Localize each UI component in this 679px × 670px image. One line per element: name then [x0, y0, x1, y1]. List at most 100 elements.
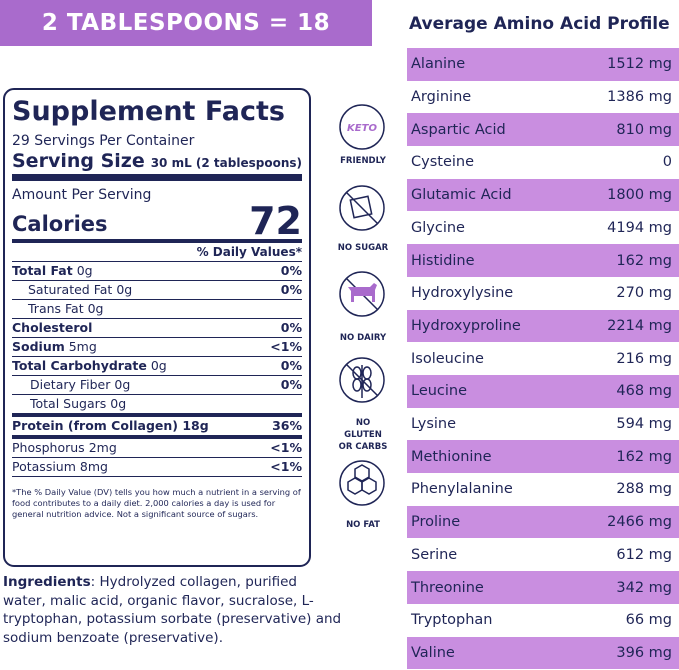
amino-name: Isoleucine: [411, 350, 484, 367]
amino-name: Glycine: [411, 219, 465, 236]
amino-amount: 66 mg: [625, 612, 672, 629]
fact-left: Sodium 5mg: [12, 338, 97, 356]
fact-label: Total Fat: [12, 263, 73, 278]
dv-header: % Daily Values*: [12, 243, 302, 262]
fact-amount: 0g: [116, 282, 133, 297]
fact-amount: 8mg: [79, 459, 108, 474]
amino-title: Average Amino Acid Profile: [409, 14, 670, 34]
fact-left: Saturated Fat 0g: [12, 281, 132, 299]
amino-name: Histidine: [411, 252, 475, 269]
amino-amount: 468 mg: [616, 383, 672, 400]
ingredients: Ingredients: Hydrolyzed collagen, purifi…: [3, 573, 343, 647]
amino-amount: 162 mg: [616, 252, 672, 269]
fact-left: Protein (from Collagen) 18g: [12, 417, 209, 435]
amino-name: Leucine: [411, 383, 468, 400]
amino-row: Valine 396 mg: [407, 636, 679, 670]
amino-row: Lysine 594 mg: [407, 408, 679, 441]
badge-label: NO SUGAR: [337, 243, 389, 253]
fact-row: Phosphorus 2mg <1%: [12, 439, 302, 458]
amino-name: Phenylalanine: [411, 481, 513, 498]
fact-label: Cholesterol: [12, 320, 93, 335]
banner: 2 TABLESPOONS = 18 GRAMS: [0, 0, 372, 82]
amino-row: Hydroxylysine 270 mg: [407, 277, 679, 310]
fact-row: Saturated Fat 0g 0%: [12, 281, 302, 300]
amino-amount: 2466 mg: [607, 514, 672, 531]
amino-amount: 4194 mg: [607, 219, 672, 236]
fact-dv: <1%: [270, 440, 302, 455]
fact-label: Saturated Fat: [28, 282, 113, 297]
fact-dv: 0%: [280, 282, 302, 297]
amino-row: Glycine 4194 mg: [407, 212, 679, 245]
serving-size-label: Serving Size: [12, 150, 145, 172]
amino-row: Hydroxyproline 2214 mg: [407, 309, 679, 343]
amino-name: Alanine: [411, 56, 466, 73]
fact-label: Potassium: [12, 459, 76, 474]
amino-amount: 1512 mg: [607, 56, 672, 73]
amino-row: Serine 612 mg: [407, 539, 679, 572]
amino-name: Hydroxylysine: [411, 285, 514, 302]
amino-name: Serine: [411, 546, 458, 563]
amino-row: Cysteine 0: [407, 146, 679, 179]
fact-left: Total Sugars 0g: [12, 395, 126, 413]
fact-dv: 0%: [280, 377, 302, 392]
fact-left: Total Carbohydrate 0g: [12, 357, 167, 375]
badge-icons: KETO: [339, 104, 385, 506]
fact-amount: 0g: [150, 358, 167, 373]
amino-name: Valine: [411, 644, 455, 661]
fact-left: Total Fat 0g: [12, 262, 93, 280]
fact-rows: Total Fat 0g 0% Saturated Fat 0g 0% Trans Fa…: [12, 262, 302, 477]
amino-amount: 810 mg: [616, 121, 672, 138]
amino-row: Glutamic Acid 1800 mg: [407, 178, 679, 212]
fact-left: Trans Fat 0g: [12, 300, 103, 318]
amino-row: Aspartic Acid 810 mg: [407, 113, 679, 147]
amino-name: Aspartic Acid: [411, 121, 506, 138]
amino-amount: 216 mg: [616, 350, 672, 367]
fact-amount: 0g: [114, 377, 131, 392]
fact-row: Potassium 8mg <1%: [12, 458, 302, 477]
servings: 29 Servings Per Container: [12, 133, 195, 149]
fact-left: Cholesterol: [12, 319, 92, 337]
amino-amount: 270 mg: [616, 285, 672, 302]
fact-dv: 0%: [280, 358, 302, 373]
amino-row: Alanine 1512 mg: [407, 48, 679, 81]
amino-amount: 1800 mg: [607, 187, 672, 204]
fact-label: Total Sugars: [30, 396, 107, 411]
fact-amount: 0g: [110, 396, 127, 411]
amino-row: Leucine 468 mg: [407, 375, 679, 408]
amino-row: Isoleucine 216 mg: [407, 342, 679, 375]
fact-label: Protein (from Collagen): [12, 418, 178, 433]
fact-amount: 0g: [87, 301, 104, 316]
amino-row: Proline 2466 mg: [407, 505, 679, 539]
serving-size-value: 30 mL (2 tablespoons): [150, 156, 302, 170]
fact-row: Dietary Fiber 0g 0%: [12, 376, 302, 395]
badge-label: FRIENDLY: [340, 156, 386, 166]
fact-row: Trans Fat 0g: [12, 300, 302, 319]
fact-row: Protein (from Collagen) 18g 36%: [12, 417, 302, 439]
fact-dv: 0%: [280, 263, 302, 278]
fact-left: Phosphorus 2mg: [12, 439, 117, 457]
fact-amount: 5mg: [68, 339, 97, 354]
ingredients-text: : Hydrolyzed collagen, purified water, m…: [3, 574, 342, 646]
amount-per-serving: Amount Per Serving: [12, 187, 152, 203]
fact-dv: <1%: [270, 459, 302, 474]
amino-name: Lysine: [411, 416, 457, 433]
amino-name: Tryptophan: [411, 612, 493, 629]
amino-amount: 612 mg: [616, 546, 672, 563]
amino-amount: 0: [662, 154, 672, 171]
fact-dv: 0%: [280, 320, 302, 335]
amino-row: Methionine 162 mg: [407, 440, 679, 474]
ingredients-label: Ingredients: [3, 574, 91, 590]
amino-amount: 342 mg: [616, 579, 672, 596]
amino-amount: 2214 mg: [607, 317, 672, 334]
fact-row: Total Carbohydrate 0g 0%: [12, 357, 302, 376]
fact-label: Phosphorus: [12, 440, 85, 455]
badge-icon-text: KETO: [347, 123, 377, 134]
amino-name: Arginine: [411, 89, 472, 106]
amino-row: Phenylalanine 288 mg: [407, 473, 679, 506]
footnote: *The % Daily Value (DV) tells you how mu…: [12, 487, 301, 519]
fact-amount: 0g: [76, 263, 93, 278]
fact-label: Trans Fat: [28, 301, 84, 316]
facts-title: Supplement Facts: [12, 96, 285, 127]
amino-amount: 1386 mg: [607, 89, 672, 106]
